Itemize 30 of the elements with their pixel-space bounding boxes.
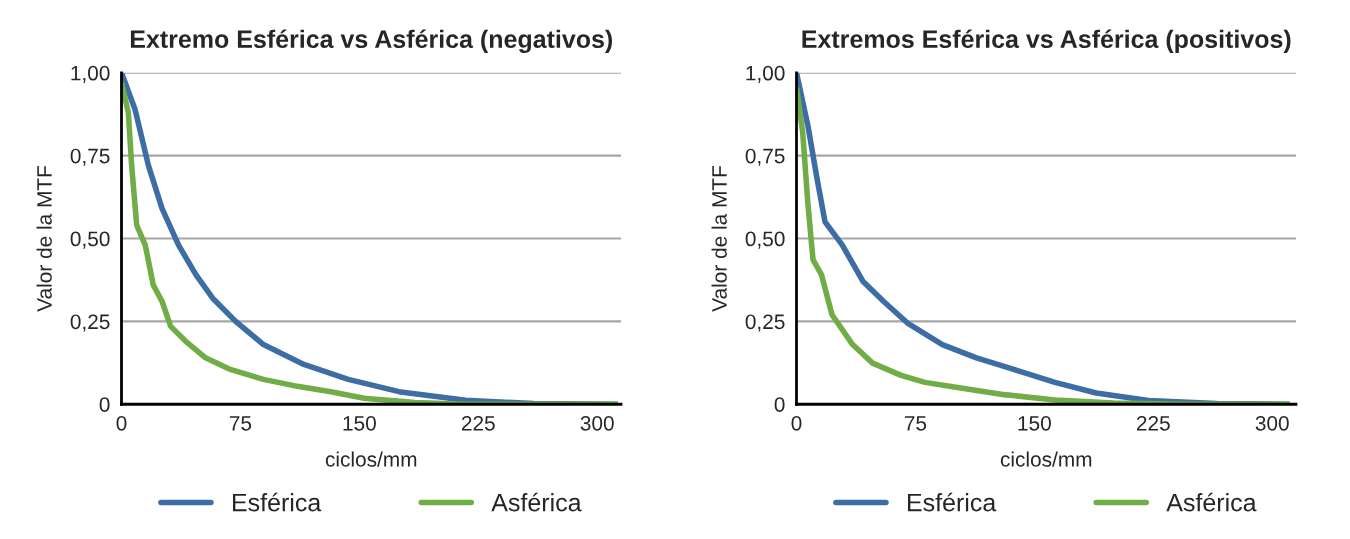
x-tick-label: 150 bbox=[1018, 415, 1051, 431]
x-axis-title: ciclos/mm bbox=[325, 451, 417, 467]
y-tick-label: 0,25 bbox=[70, 314, 110, 332]
chart-title: Extremos Esférica vs Asférica (positivos) bbox=[802, 29, 1291, 53]
y-tick-label: 1,00 bbox=[746, 65, 785, 83]
x-tick-label: 75 bbox=[229, 416, 252, 431]
y-tick-label: 1,00 bbox=[71, 65, 110, 83]
y-tick-label: 0 bbox=[99, 397, 110, 412]
y-axis-title: Valor de la MTF bbox=[36, 166, 52, 312]
y-tick-label: 0,50 bbox=[70, 231, 110, 249]
x-tick-label: 75 bbox=[904, 416, 927, 431]
y-tick-label: 0,75 bbox=[70, 148, 110, 166]
x-tick-label: 300 bbox=[580, 415, 614, 431]
y-tick-label: 0 bbox=[774, 397, 785, 412]
legend-label: Esférica bbox=[233, 492, 322, 512]
x-tick-label: 0 bbox=[116, 415, 127, 431]
x-tick-label: 225 bbox=[461, 415, 495, 431]
x-axis-title: ciclos/mm bbox=[1000, 451, 1092, 467]
y-tick-label: 0,25 bbox=[745, 314, 785, 332]
legend-label: Esférica bbox=[908, 492, 997, 512]
x-tick-label: 0 bbox=[791, 415, 802, 431]
chart-title: Extremo Esférica vs Asférica (negativos) bbox=[130, 29, 613, 54]
y-tick-label: 0,50 bbox=[745, 231, 785, 249]
y-axis-title: Valor de la MTF bbox=[711, 166, 727, 312]
x-tick-label: 300 bbox=[1255, 415, 1289, 431]
legend-label: Asférica bbox=[491, 492, 582, 512]
y-tick-label: 0,75 bbox=[745, 148, 785, 166]
legend-label: Asférica bbox=[1166, 492, 1257, 512]
x-tick-label: 225 bbox=[1136, 415, 1170, 431]
x-tick-label: 150 bbox=[343, 415, 376, 431]
